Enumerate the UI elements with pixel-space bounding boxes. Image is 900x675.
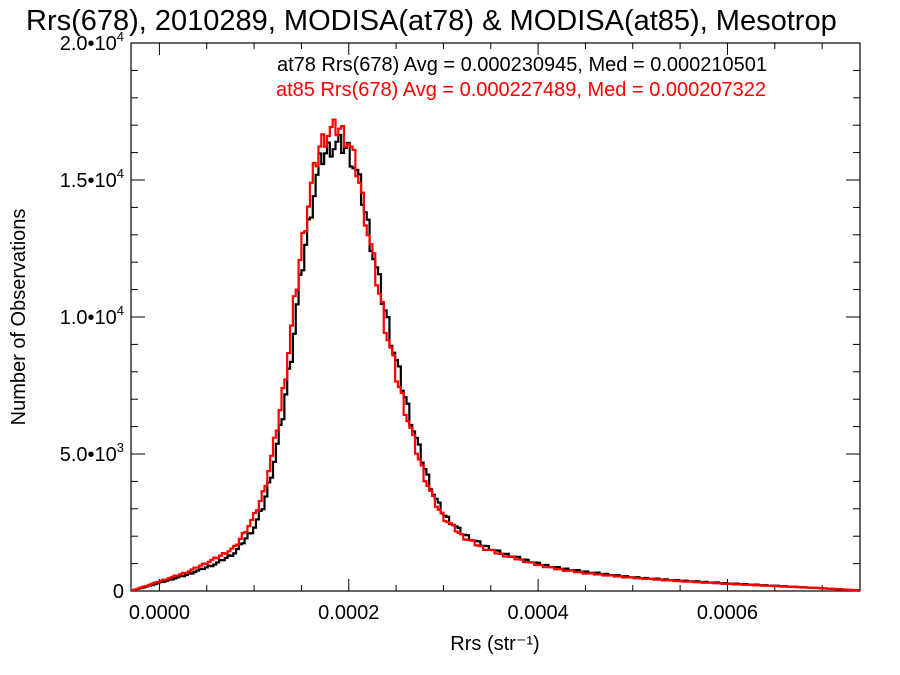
y-axis-label: Number of Observations xyxy=(8,209,30,426)
series-at85-line xyxy=(131,118,860,591)
y-tick-label: 1.0•104 xyxy=(60,303,124,329)
x-tick-label: 0.0004 xyxy=(508,602,569,624)
annotation-at85: at85 Rrs(678) Avg = 0.000227489, Med = 0… xyxy=(276,79,766,101)
plot-frame xyxy=(130,42,861,592)
annotation-at78: at78 Rrs(678) Avg = 0.000230945, Med = 0… xyxy=(277,54,767,76)
axis-ticks xyxy=(131,42,860,592)
y-tick-label: 5.0•103 xyxy=(60,440,124,466)
y-tick-label: 2.0•104 xyxy=(60,29,124,55)
y-tick-label: 0 xyxy=(113,581,124,603)
x-tick-label: 0.0006 xyxy=(697,602,758,624)
x-tick-labels: 0.0000 0.0002 0.0004 0.0006 xyxy=(129,602,758,624)
y-tick-labels: 0 5.0•103 1.0•104 1.5•104 2.0•104 xyxy=(60,29,124,603)
x-axis-label: Rrs (str⁻¹) xyxy=(450,633,539,655)
y-tick-label: 1.5•104 xyxy=(60,166,124,192)
chart-title: Rrs(678), 2010289, MODISA(at78) & MODISA… xyxy=(26,5,837,37)
x-tick-label: 0.0002 xyxy=(318,602,379,624)
series-at78-line xyxy=(131,133,860,591)
series-layer xyxy=(131,118,860,591)
x-tick-label: 0.0000 xyxy=(129,602,190,624)
